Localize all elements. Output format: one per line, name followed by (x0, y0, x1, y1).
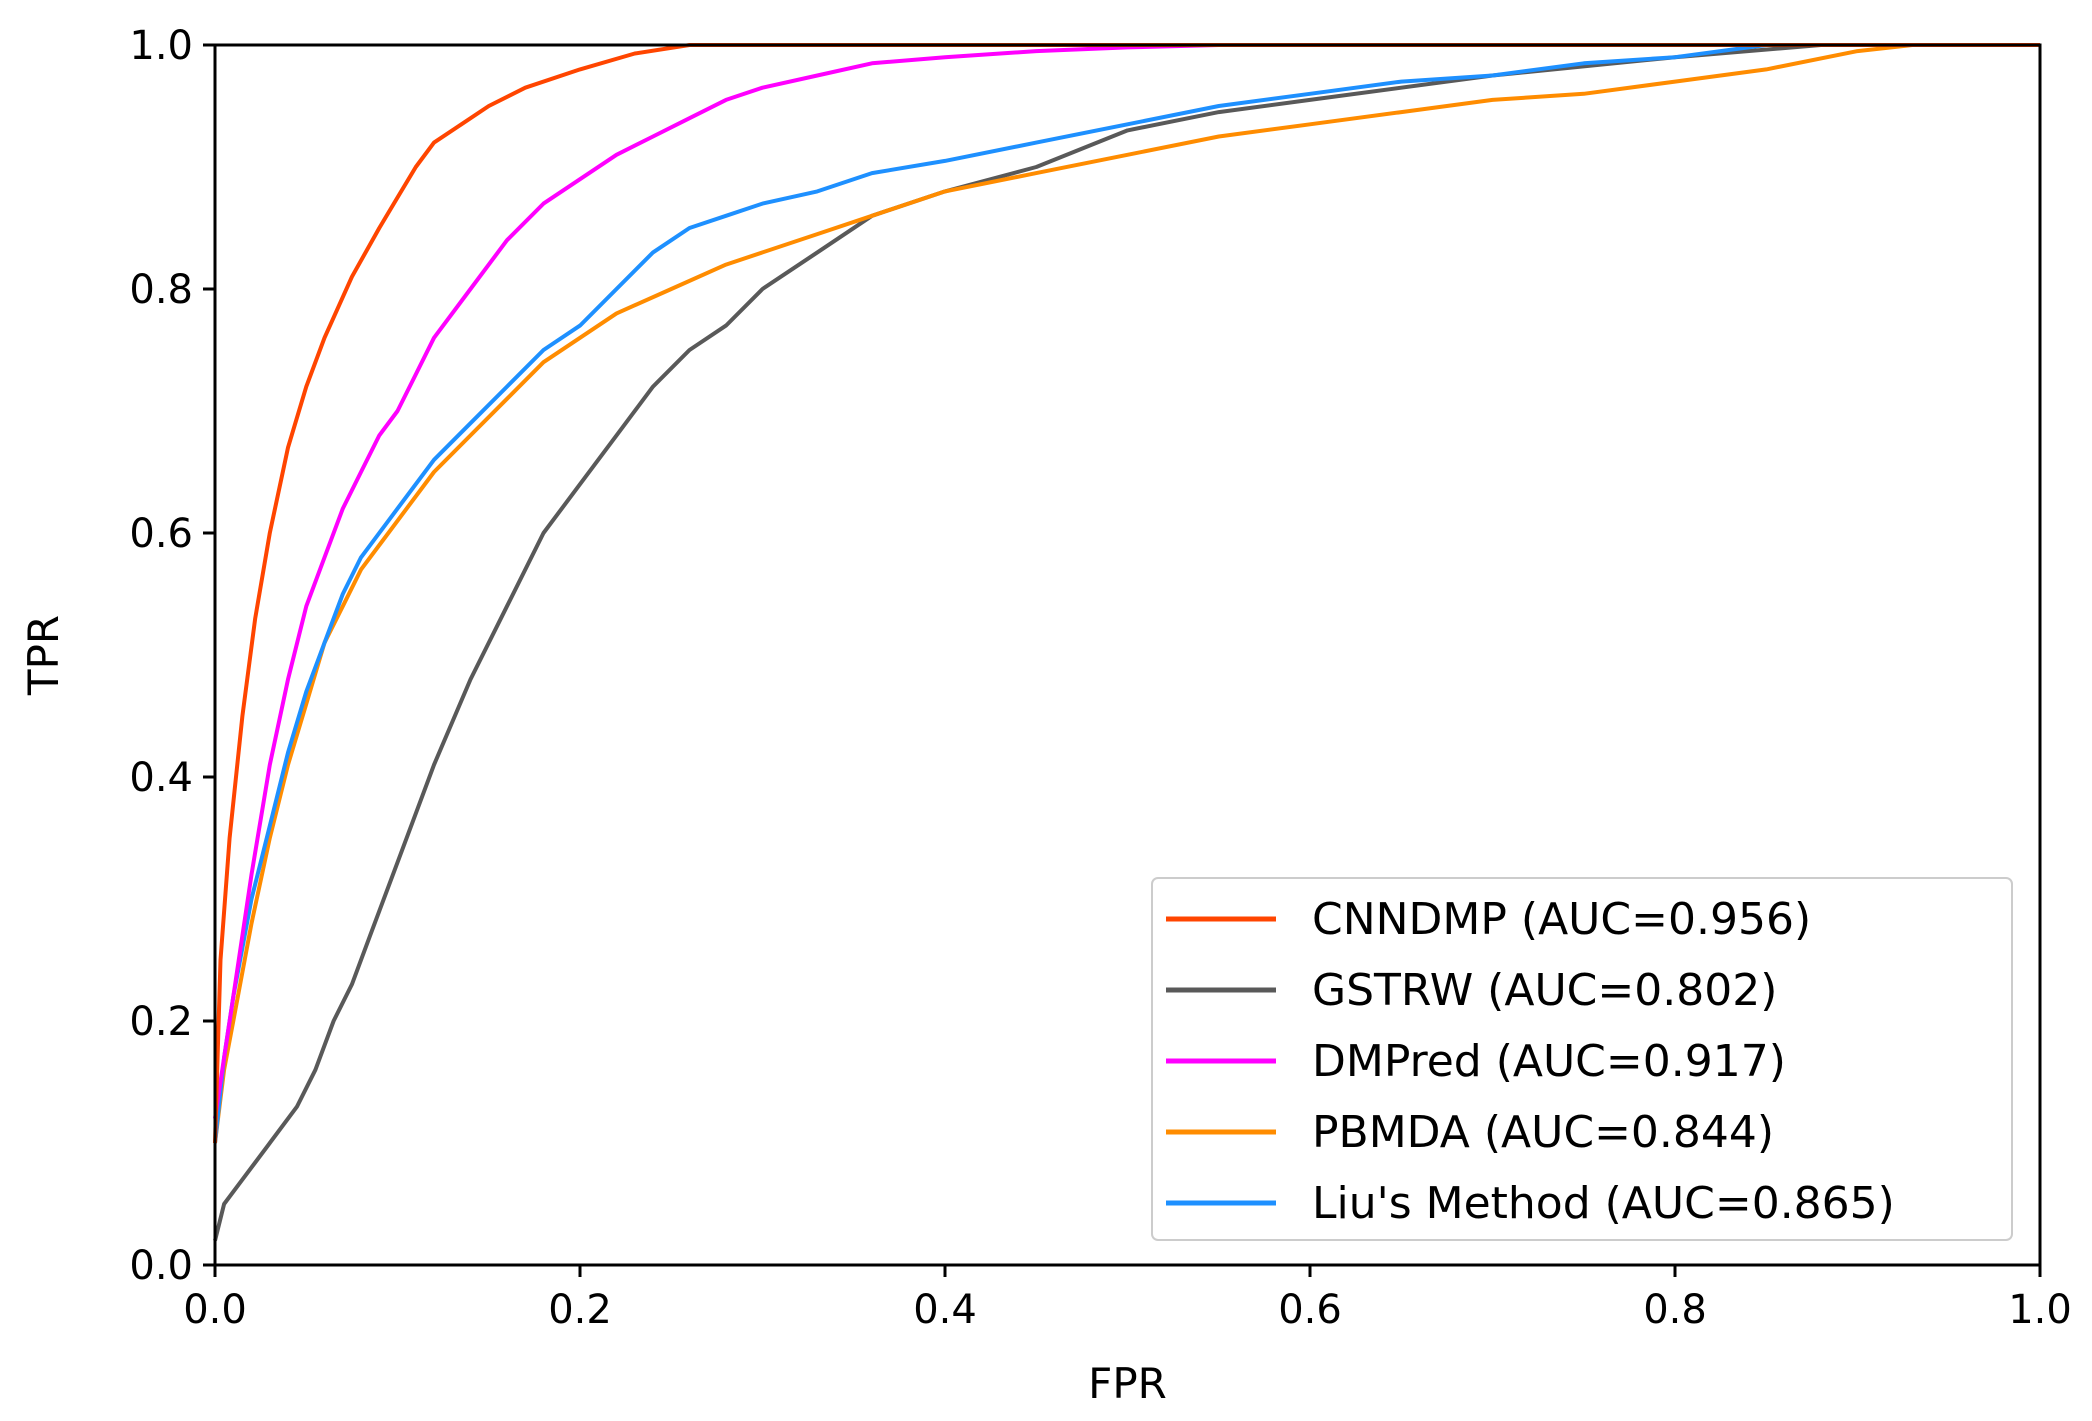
plot-frame (213, 43, 2042, 1267)
legend-label: PBMDA (AUC=0.844) (1312, 1107, 1774, 1158)
legend: CNNDMP (AUC=0.956) GSTRW (AUC=0.802) DMPre… (1151, 877, 2013, 1241)
y-axis-label: TPR (19, 615, 68, 696)
legend-label: Liu's Method (AUC=0.865) (1312, 1178, 1895, 1229)
x-tick-label: 0.4 (913, 1287, 977, 1333)
series-line-1 (213, 43, 1822, 1242)
legend-label: GSTRW (AUC=0.802) (1312, 965, 1777, 1016)
x-tick-label: 0.2 (548, 1287, 612, 1333)
x-tick-label: 0.0 (183, 1287, 247, 1333)
x-tick-label: 0.6 (1278, 1287, 1342, 1333)
x-axis-label: FPR (1088, 1359, 1167, 1408)
legend-label: DMPred (AUC=0.917) (1312, 1036, 1786, 1087)
y-tick-label: 1.0 (129, 23, 193, 69)
series-layer (213, 43, 2040, 1242)
y-tick-label: 0.8 (129, 267, 193, 313)
y-tick-label: 0.0 (129, 1243, 193, 1289)
legend-box (1151, 877, 2013, 1241)
y-tick-label: 0.2 (129, 999, 193, 1045)
y-tick-label: 0.6 (129, 511, 193, 557)
series-line-2 (213, 43, 1310, 1119)
x-tick-label: 0.8 (1643, 1287, 1707, 1333)
series-line-4 (213, 43, 1821, 1144)
axis-ticks: 0.00.0 0.2 0.2 0.4 0.4 0.6 0.6 0.8 0.8 1.0 1.0 (129, 23, 2071, 1333)
legend-label: CNNDMP (AUC=0.956) (1312, 894, 1811, 945)
series-line-3 (213, 43, 1913, 1144)
y-tick-label: 0.4 (129, 755, 193, 801)
x-tick-label: 1.0 (2008, 1287, 2072, 1333)
